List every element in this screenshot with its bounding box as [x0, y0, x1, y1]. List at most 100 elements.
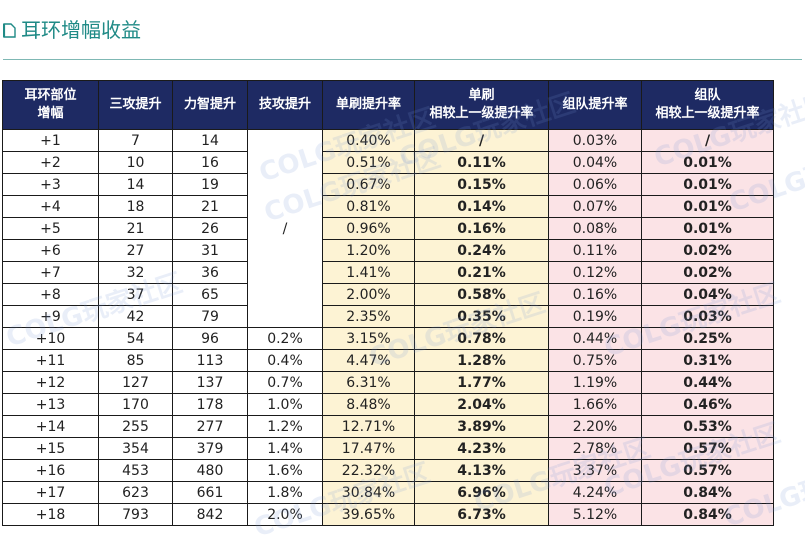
team-rate-cell: 2.78% [548, 437, 642, 460]
level-cell: +7 [2, 261, 99, 284]
level-cell: +5 [2, 217, 99, 240]
three-atk-cell: 21 [98, 217, 173, 240]
team-vs-prev-cell: 0.01% [641, 173, 774, 196]
title-divider [3, 59, 802, 60]
team-vs-prev-cell: 0.25% [641, 327, 774, 350]
table-row: +17 623 661 1.8% 30.84% 6.96% 4.24% 0.84% [2, 481, 774, 504]
solo-vs-prev-cell: 3.89% [414, 415, 549, 438]
document-icon [2, 22, 16, 38]
solo-vs-prev-cell: 0.16% [414, 217, 549, 240]
table-row: +2 10 16 0.51% 0.11% 0.04% 0.01% [2, 151, 774, 174]
level-cell: +12 [2, 371, 99, 394]
team-vs-prev-cell: 0.01% [641, 151, 774, 174]
three-atk-cell: 7 [98, 129, 173, 152]
skill-atk-cell: 0.2% [247, 327, 323, 350]
str-int-cell: 277 [172, 415, 248, 438]
solo-vs-prev-cell: 0.15% [414, 173, 549, 196]
three-atk-cell: 127 [98, 371, 173, 394]
solo-rate-cell: 0.96% [322, 217, 415, 240]
solo-rate-cell: 17.47% [322, 437, 415, 460]
table-row: +9 42 79 2.35% 0.35% 0.19% 0.03% [2, 305, 774, 328]
team-rate-cell: 0.12% [548, 261, 642, 284]
str-int-cell: 79 [172, 305, 248, 328]
level-cell: +1 [2, 129, 99, 152]
level-cell: +11 [2, 349, 99, 372]
team-rate-cell: 0.04% [548, 151, 642, 174]
str-int-cell: 113 [172, 349, 248, 372]
team-rate-cell: 0.16% [548, 283, 642, 306]
table-row: +10 54 96 0.2% 3.15% 0.78% 0.44% 0.25% [2, 327, 774, 350]
table-row: +16 453 480 1.6% 22.32% 4.13% 3.37% 0.57% [2, 459, 774, 482]
solo-rate-cell: 1.41% [322, 261, 415, 284]
level-cell: +10 [2, 327, 99, 350]
skill-atk-cell: 0.4% [247, 349, 323, 372]
solo-vs-prev-cell: 0.35% [414, 305, 549, 328]
three-atk-cell: 354 [98, 437, 173, 460]
skill-atk-cell: 1.4% [247, 437, 323, 460]
team-rate-cell: 0.75% [548, 349, 642, 372]
team-rate-cell: 4.24% [548, 481, 642, 504]
str-int-cell: 480 [172, 459, 248, 482]
team-vs-prev-cell: 0.44% [641, 371, 774, 394]
team-rate-cell: 3.37% [548, 459, 642, 482]
three-atk-cell: 255 [98, 415, 173, 438]
solo-vs-prev-cell: 6.96% [414, 481, 549, 504]
str-int-cell: 661 [172, 481, 248, 504]
solo-rate-cell: 0.51% [322, 151, 415, 174]
solo-vs-prev-cell: 1.77% [414, 371, 549, 394]
three-atk-cell: 170 [98, 393, 173, 416]
str-int-cell: 65 [172, 283, 248, 306]
table-row: +11 85 113 0.4% 4.47% 1.28% 0.75% 0.31% [2, 349, 774, 372]
solo-vs-prev-cell: 0.78% [414, 327, 549, 350]
str-int-cell: 26 [172, 217, 248, 240]
solo-rate-cell: 2.35% [322, 305, 415, 328]
table-header-row: 耳环部位 增幅 三攻提升 力智提升 技攻提升 单刷提升率 单刷 相较上一级提升率 组… [2, 80, 774, 130]
skill-atk-merged-cell: / [247, 129, 323, 328]
str-int-cell: 178 [172, 393, 248, 416]
table-row: +3 14 19 0.67% 0.15% 0.06% 0.01% [2, 173, 774, 196]
three-atk-cell: 85 [98, 349, 173, 372]
str-int-cell: 16 [172, 151, 248, 174]
solo-rate-cell: 39.65% [322, 503, 415, 526]
level-cell: +9 [2, 305, 99, 328]
team-rate-cell: 0.07% [548, 195, 642, 218]
team-rate-cell: 2.20% [548, 415, 642, 438]
team-vs-prev-cell: 0.57% [641, 437, 774, 460]
solo-vs-prev-cell: 2.04% [414, 393, 549, 416]
skill-atk-cell: 1.8% [247, 481, 323, 504]
three-atk-cell: 18 [98, 195, 173, 218]
solo-vs-prev-cell: 4.13% [414, 459, 549, 482]
team-rate-cell: 0.19% [548, 305, 642, 328]
skill-atk-cell: 2.0% [247, 503, 323, 526]
team-rate-cell: 0.08% [548, 217, 642, 240]
three-atk-cell: 54 [98, 327, 173, 350]
level-cell: +6 [2, 239, 99, 262]
str-int-cell: 19 [172, 173, 248, 196]
level-cell: +15 [2, 437, 99, 460]
team-vs-prev-cell: 0.57% [641, 459, 774, 482]
team-vs-prev-cell: / [641, 129, 774, 152]
team-rate-cell: 0.44% [548, 327, 642, 350]
solo-rate-cell: 30.84% [322, 481, 415, 504]
level-cell: +13 [2, 393, 99, 416]
three-atk-cell: 10 [98, 151, 173, 174]
level-cell: +3 [2, 173, 99, 196]
solo-rate-cell: 4.47% [322, 349, 415, 372]
str-int-cell: 14 [172, 129, 248, 152]
team-vs-prev-cell: 0.02% [641, 261, 774, 284]
table-row: +15 354 379 1.4% 17.47% 4.23% 2.78% 0.57% [2, 437, 774, 460]
skill-atk-cell: 1.6% [247, 459, 323, 482]
header-solo-rate: 单刷提升率 [322, 80, 415, 130]
table-row: +1 7 14/0.40%/0.03% / [2, 129, 774, 328]
table-row: +18 793 842 2.0% 39.65% 6.73% 5.12% 0.84% [2, 503, 774, 526]
table-row: +5 21 26 0.96% 0.16% 0.08% 0.01% [2, 217, 774, 240]
team-rate-cell: 1.66% [548, 393, 642, 416]
level-cell: +14 [2, 415, 99, 438]
level-cell: +8 [2, 283, 99, 306]
team-vs-prev-cell: 0.01% [641, 217, 774, 240]
solo-rate-cell: 8.48% [322, 393, 415, 416]
three-atk-cell: 453 [98, 459, 173, 482]
table-row: +8 37 65 2.00% 0.58% 0.16% 0.04% [2, 283, 774, 306]
solo-rate-cell: 2.00% [322, 283, 415, 306]
str-int-cell: 842 [172, 503, 248, 526]
